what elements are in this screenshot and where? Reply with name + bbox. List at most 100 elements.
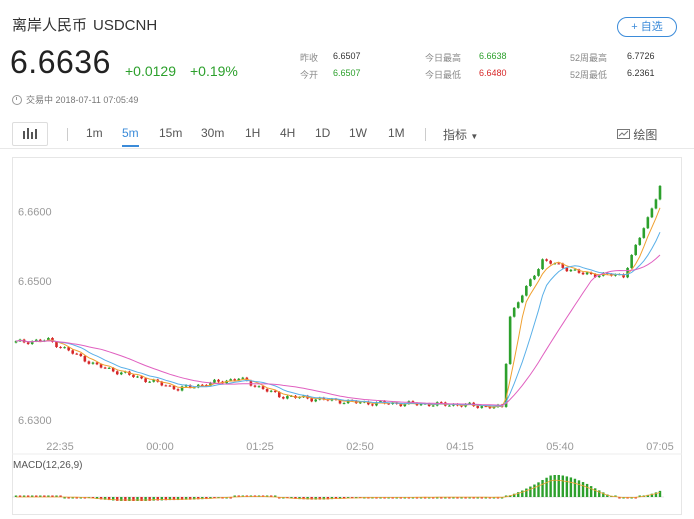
caret-down-icon: ▼ (470, 132, 479, 141)
period-1w[interactable]: 1W (349, 126, 367, 140)
candle-body (257, 386, 261, 388)
candle-body (164, 385, 168, 387)
candle-body (561, 263, 565, 268)
macd-bar (464, 497, 467, 499)
candle-body (622, 274, 625, 278)
macd-bar (549, 475, 552, 497)
candle-body (569, 269, 573, 272)
period-5m[interactable]: 5m (122, 126, 139, 147)
candle-body (188, 385, 192, 388)
macd-bar (47, 495, 50, 497)
period-1h[interactable]: 1H (245, 126, 261, 140)
candle-body (205, 384, 208, 386)
instrument-name: 离岸人民币 (12, 17, 88, 34)
candle-body (132, 374, 135, 378)
price-change: +0.0129 (125, 63, 176, 79)
candle-body (638, 237, 642, 245)
macd-bar (26, 495, 30, 497)
macd-bar (201, 497, 204, 500)
macd-bar (164, 497, 168, 501)
candle-body (504, 363, 508, 407)
macd-bar (290, 497, 293, 499)
macd-bar (193, 497, 196, 500)
macd-bar (537, 482, 540, 497)
instrument-symbol: USDCNH (93, 17, 158, 34)
indicator-label: 指标 (443, 128, 468, 142)
candle-body (476, 406, 480, 408)
candle-body (654, 199, 658, 209)
candle-body (387, 403, 390, 405)
macd-bar (22, 495, 26, 497)
candle-body (585, 272, 589, 275)
period-1mo[interactable]: 1M (388, 126, 405, 140)
candle-body (148, 381, 151, 383)
candle-body (460, 405, 463, 407)
candle-body (338, 399, 342, 404)
macd-bar (525, 488, 528, 497)
macd-bar (124, 497, 127, 501)
indicator-menu[interactable]: 指标 ▼ (443, 126, 478, 143)
candle-body (310, 398, 313, 402)
macd-bar (598, 490, 601, 497)
macd-bar (338, 497, 342, 499)
candle-body (537, 269, 540, 276)
macd-bar (237, 495, 240, 497)
candle-body (87, 361, 91, 364)
add-watchlist-button[interactable]: + 自选 (617, 17, 677, 37)
trading-status: 交易中 2018-07-11 07:05:49 (12, 93, 138, 106)
macd-bar (306, 497, 309, 500)
candle-body (120, 372, 123, 375)
candle-body (529, 279, 532, 286)
candle-body (375, 402, 378, 406)
candle-body (47, 337, 50, 341)
macd-bar (577, 480, 581, 497)
macd-bar (326, 497, 330, 500)
candle-body (124, 371, 127, 373)
macd-bar (39, 495, 42, 497)
macd-bar (444, 497, 447, 499)
macd-bar (508, 495, 512, 497)
period-1d[interactable]: 1D (315, 126, 331, 140)
candle-body (172, 385, 176, 390)
macd-bar (51, 495, 54, 497)
candle-body (346, 400, 350, 404)
candle-body (508, 316, 512, 364)
candle-body (553, 263, 556, 265)
macd-bar (504, 495, 508, 497)
candle-body (103, 367, 107, 369)
candle-body (322, 397, 326, 400)
period-30m[interactable]: 30m (201, 126, 225, 140)
macd-bar (168, 497, 172, 501)
candle-body (379, 400, 382, 403)
draw-tool-button[interactable]: 绘图 (617, 126, 657, 143)
macd-bar (638, 495, 641, 497)
period-1m[interactable]: 1m (86, 126, 103, 140)
macd-bar (456, 497, 459, 499)
candle-body (209, 382, 212, 386)
price-chart[interactable]: 6.6600 6.6500 6.6300 22:35 00:00 01:25 02:50 04… (12, 157, 682, 515)
macd-bar (330, 497, 334, 500)
macd-bar (557, 475, 560, 497)
candle-body (448, 405, 451, 407)
candle-body (107, 367, 111, 369)
chart-type-button[interactable] (12, 122, 48, 146)
chart-frame (12, 157, 682, 515)
period-4h[interactable]: 4H (280, 126, 296, 140)
candle-body (658, 185, 662, 200)
ma-fast-line (15, 207, 661, 408)
candle-body (581, 272, 585, 275)
stat-52w-high-value: 6.7726 (627, 51, 655, 61)
candle-body (229, 379, 232, 381)
macd-bar (448, 497, 451, 499)
macd-bar (472, 497, 475, 499)
candle-body (140, 376, 143, 379)
macd-bar (581, 482, 585, 497)
x-tick-label: 22:35 (46, 441, 74, 453)
period-15m[interactable]: 15m (159, 126, 183, 140)
macd-bar (35, 495, 38, 497)
candle-body (597, 275, 601, 278)
candle-body (253, 385, 257, 387)
candle-body (286, 396, 289, 399)
candle-body (439, 402, 443, 404)
macd-bar (172, 497, 176, 501)
